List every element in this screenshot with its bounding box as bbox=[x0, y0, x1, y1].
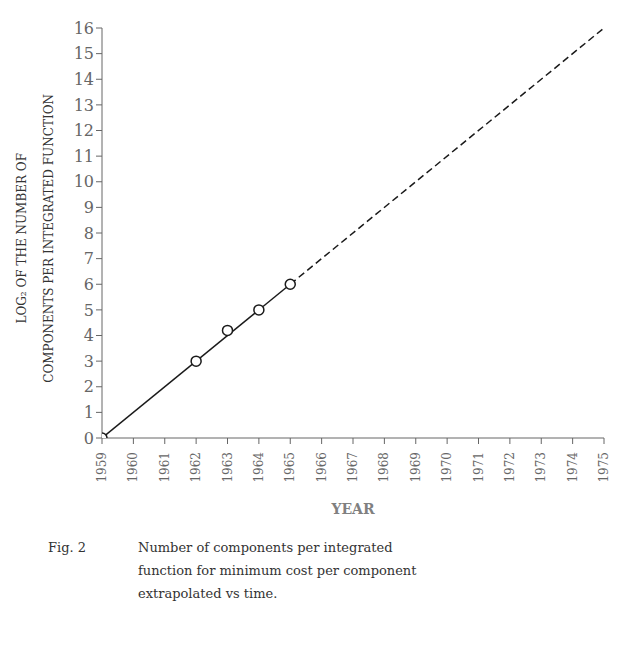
svg-text:1968: 1968 bbox=[377, 452, 391, 483]
html-text:function for minimum cost per: function for minimum cost per component bbox=[138, 563, 417, 578]
svg-text:1963: 1963 bbox=[221, 452, 235, 483]
svg-text:1974: 1974 bbox=[566, 452, 580, 483]
html-text:extrapolated vs time.: extrapolated vs time. bbox=[138, 586, 278, 601]
svg-text:16: 16 bbox=[74, 19, 94, 38]
svg-text:1967: 1967 bbox=[346, 452, 360, 483]
svg-text:11: 11 bbox=[74, 147, 94, 166]
svg-text:6: 6 bbox=[84, 275, 94, 294]
svg-text:YEAR: YEAR bbox=[330, 501, 375, 517]
html-text:Number of components per integ: Number of components per integrated bbox=[138, 540, 393, 555]
svg-text:1962: 1962 bbox=[189, 452, 203, 483]
svg-text:12: 12 bbox=[74, 121, 94, 140]
svg-text:5: 5 bbox=[84, 301, 94, 320]
svg-text:1969: 1969 bbox=[409, 452, 423, 483]
svg-text:1964: 1964 bbox=[252, 452, 266, 483]
svg-text:2: 2 bbox=[84, 377, 94, 396]
svg-text:13: 13 bbox=[74, 96, 94, 115]
svg-text:10: 10 bbox=[74, 172, 94, 191]
svg-text:7: 7 bbox=[84, 249, 94, 268]
svg-text:1965: 1965 bbox=[283, 452, 297, 483]
svg-text:8: 8 bbox=[84, 224, 94, 243]
html-text:LOG₂ OF THE NUMBER OF: LOG₂ OF THE NUMBER OF bbox=[14, 152, 29, 324]
svg-text:1972: 1972 bbox=[503, 452, 517, 483]
svg-text:15: 15 bbox=[74, 44, 94, 63]
svg-text:1961: 1961 bbox=[158, 452, 172, 483]
svg-text:0: 0 bbox=[84, 429, 94, 448]
svg-text:14: 14 bbox=[74, 70, 94, 89]
svg-text:1973: 1973 bbox=[534, 452, 548, 483]
svg-text:1960: 1960 bbox=[126, 452, 140, 483]
svg-text:1971: 1971 bbox=[472, 452, 486, 483]
svg-text:3: 3 bbox=[84, 352, 94, 371]
svg-text:9: 9 bbox=[84, 198, 94, 217]
svg-text:1970: 1970 bbox=[440, 452, 454, 483]
svg-text:1975: 1975 bbox=[597, 452, 611, 483]
svg-text:4: 4 bbox=[84, 326, 94, 345]
svg-text:1959: 1959 bbox=[95, 452, 109, 483]
html-text:COMPONENTS PER INTEGRATED FUNC: COMPONENTS PER INTEGRATED FUNCTION bbox=[41, 93, 56, 383]
html-text:Fig. 2: Fig. 2 bbox=[48, 540, 86, 555]
svg-text:1: 1 bbox=[84, 403, 94, 422]
svg-text:1966: 1966 bbox=[315, 452, 329, 483]
